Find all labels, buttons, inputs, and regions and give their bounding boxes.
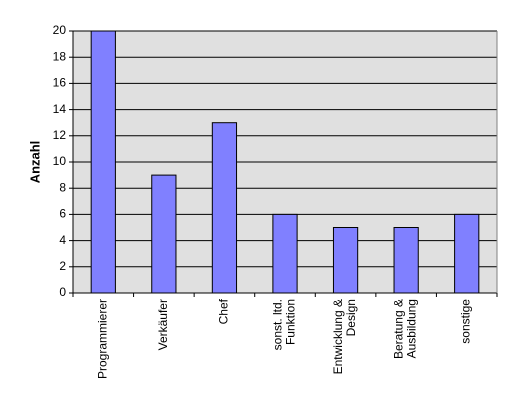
x-tick-label: Programmierer — [95, 299, 109, 379]
bar — [272, 213, 298, 294]
y-tick-label: 4 — [59, 233, 66, 247]
y-axis-title: Anzahl — [27, 141, 42, 184]
y-tick-label: 12 — [53, 128, 67, 142]
bar — [454, 213, 480, 294]
y-tick-label: 16 — [53, 76, 67, 90]
x-tick-label: Verkäufer — [156, 299, 170, 350]
y-tick-label: 20 — [53, 23, 67, 37]
x-tick-label: sonst. ltd.Funktion — [271, 299, 298, 350]
bar — [393, 227, 419, 294]
bar — [151, 174, 177, 294]
x-tick-label: Entwicklung &Design — [331, 299, 358, 374]
y-tick-label: 0 — [59, 285, 66, 299]
y-tick-label: 2 — [59, 259, 66, 273]
y-tick-label: 10 — [53, 154, 67, 168]
x-tick-label: sonstige — [459, 299, 473, 344]
bar — [332, 227, 359, 294]
y-tick-label: 8 — [59, 180, 66, 194]
y-tick-label: 6 — [59, 207, 66, 221]
x-tick-label: Chef — [217, 298, 231, 324]
y-tick-label: 18 — [53, 49, 67, 63]
bar — [90, 30, 116, 294]
bar — [211, 122, 238, 294]
y-tick-label: 14 — [53, 102, 67, 116]
x-tick-label: Beratung &Ausbildung — [392, 299, 419, 359]
